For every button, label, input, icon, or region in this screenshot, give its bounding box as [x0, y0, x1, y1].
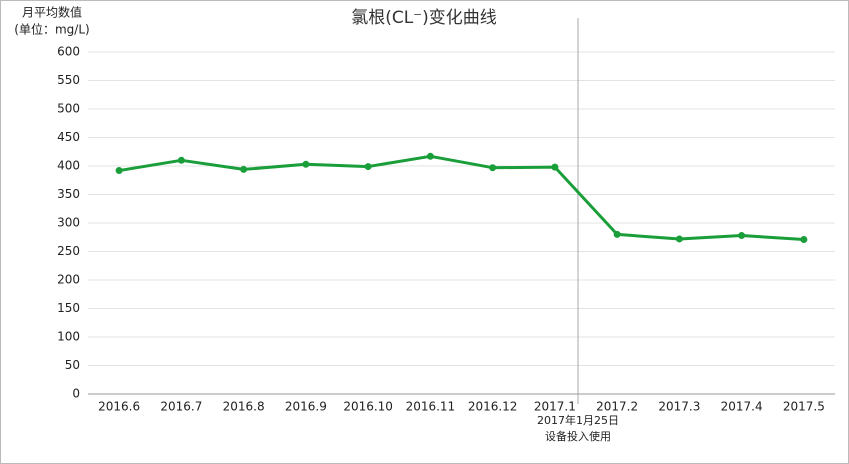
- y-tick-label: 0: [72, 387, 80, 401]
- y-axis-label: 月平均数值: [22, 5, 82, 20]
- annotation-text: 2017年1月25日: [537, 413, 619, 427]
- point: [800, 236, 808, 244]
- y-tick-label: 600: [57, 45, 80, 59]
- x-tick-label: 2017.5: [783, 400, 825, 414]
- y-tick-label: 250: [57, 244, 80, 258]
- x-tick-label: 2017.4: [721, 400, 763, 414]
- y-tick-label: 300: [57, 216, 80, 230]
- x-tick-label: 2016.7: [160, 400, 202, 414]
- y-tick-label: 200: [57, 273, 80, 287]
- y-tick-label: 150: [57, 301, 80, 315]
- point: [364, 163, 372, 171]
- y-tick-label: 350: [57, 187, 80, 201]
- point: [613, 230, 621, 238]
- x-tick-label: 2016.10: [343, 400, 393, 414]
- point: [115, 167, 123, 175]
- y-axis-label: (单位：mg/L): [14, 22, 89, 37]
- y-tick-label: 400: [57, 159, 80, 173]
- point: [177, 156, 185, 164]
- chart-title: 氯根(CL⁻)变化曲线: [351, 8, 497, 28]
- x-tick-label: 2017.3: [658, 400, 700, 414]
- x-tick-label: 2017.2: [596, 400, 638, 414]
- point: [302, 160, 310, 168]
- point: [426, 152, 434, 160]
- point: [675, 235, 683, 243]
- annotation-text: 设备投入使用: [545, 429, 611, 443]
- point: [551, 163, 559, 171]
- point: [489, 164, 497, 172]
- y-tick-label: 550: [57, 73, 80, 87]
- x-tick-label: 2016.6: [98, 400, 140, 414]
- point: [240, 165, 248, 173]
- x-tick-label: 2016.11: [406, 400, 456, 414]
- line: [118, 154, 804, 242]
- x-tick-label: 2016.12: [468, 400, 518, 414]
- x-tick-label: 2016.9: [285, 400, 327, 414]
- y-tick-label: 500: [57, 102, 80, 116]
- y-tick-label: 450: [57, 130, 80, 144]
- point: [738, 232, 746, 240]
- y-tick-label: 50: [65, 358, 80, 372]
- y-tick-label: 100: [57, 330, 80, 344]
- x-tick-label: 2017.1: [534, 400, 576, 414]
- x-tick-label: 2016.8: [223, 400, 265, 414]
